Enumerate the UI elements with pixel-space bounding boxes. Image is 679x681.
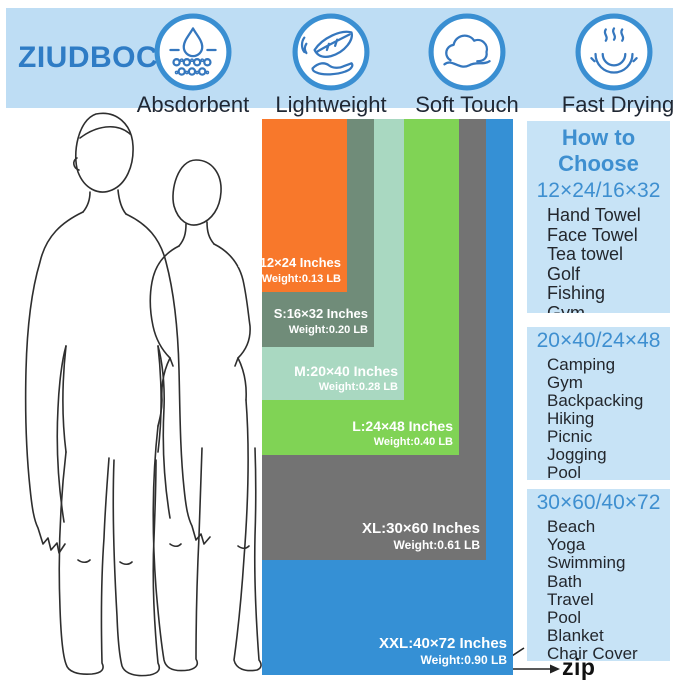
guide-list-item: Hiking xyxy=(547,409,595,428)
size-label-m: M:20×40 Inches Weight:0.28 LB xyxy=(294,362,398,393)
feature-label-lightweight: Lightweight xyxy=(275,92,387,117)
guide-list-3: Beach Yoga Swimming Bath Travel Pool Blanket Ch… xyxy=(527,517,670,661)
feather-on-hand-icon xyxy=(292,13,370,91)
guide-list-item: Blanket xyxy=(547,626,604,646)
feature-label-fast-drying: Fast Drying xyxy=(561,92,675,117)
guide-list-item: Golf xyxy=(547,263,581,284)
guide-header-2: 20×40/24×48 xyxy=(536,329,661,352)
guide-list-item: Gym xyxy=(547,302,585,313)
size-rect-xs: XS:12×24 Inches Weight:0.13 LB xyxy=(238,119,347,292)
guide-list-item: Yoga xyxy=(547,535,586,555)
guide-list-item: Tea towel xyxy=(547,244,624,264)
absorbent-icon xyxy=(154,13,232,91)
guide-list-item: Backpacking xyxy=(547,391,644,410)
size-comparison-chart: XXL:40×72 Inches Weight:0.90 LB XL:30×60… xyxy=(238,119,513,675)
guide-list-item: Bath xyxy=(547,571,582,591)
guide-list-item: Travel xyxy=(547,589,594,609)
feature-label-soft-touch: Soft Touch xyxy=(415,92,519,117)
guide-section-medium-sizes: 20×40/24×48 Camping Gym Backpacking Hiking P… xyxy=(527,327,670,480)
guide-list-item: Camping xyxy=(547,355,616,374)
guide-list-item: Gym xyxy=(547,373,583,392)
zip-pocket-label: zip pocket xyxy=(562,654,596,680)
guide-title: How to Choose xyxy=(558,125,639,176)
guide-list-item: Face Towel xyxy=(547,224,638,245)
brand-logo: ZIUDBOC xyxy=(18,41,159,74)
guide-list-1: Hand Towel Face Towel Tea towel Golf Fishing… xyxy=(527,205,670,313)
size-label-s: S:16×32 Inches Weight:0.20 LB xyxy=(273,305,368,336)
feature-label-absorbent: Absdorbent xyxy=(136,92,250,117)
guide-list-item: Hand Towel xyxy=(547,205,641,225)
man-figure xyxy=(24,112,211,677)
guide-section-small-sizes: How to Choose 12×24/16×32 Hand Towel Face… xyxy=(527,121,670,313)
guide-list-item: Beach xyxy=(547,517,596,536)
guide-list-item: Pool xyxy=(547,608,582,628)
man-and-woman-outline xyxy=(24,112,262,677)
steam-drying-icon xyxy=(575,13,653,91)
size-label-xs: XS:12×24 Inches Weight:0.13 LB xyxy=(238,254,341,285)
guide-list-item: Fishing xyxy=(547,283,606,303)
size-label-xxl: XXL:40×72 Inches Weight:0.90 LB xyxy=(379,634,507,668)
guide-list-item: Jogging xyxy=(547,445,607,464)
guide-header-3: 30×60/40×72 xyxy=(536,491,661,514)
guide-header-1: 12×24/16×32 xyxy=(536,179,661,202)
size-label-l: L:24×48 Inches Weight:0.40 LB xyxy=(352,417,453,448)
guide-section-large-sizes: 30×60/40×72 Beach Yoga Swimming Bath Travel P… xyxy=(527,489,670,661)
guide-list-2: Camping Gym Backpacking Hiking Picnic Jogging… xyxy=(527,355,670,481)
guide-list-item: Picnic xyxy=(547,427,593,446)
guide-list-item: Swimming xyxy=(547,553,626,573)
woman-figure xyxy=(149,159,262,672)
header-band: ZIUDBOC Absdorbent Lightweight xyxy=(6,8,674,117)
guide-list-item: Pool xyxy=(547,463,582,481)
guide-list-item: Chair Cover xyxy=(547,644,638,661)
cloud-icon xyxy=(428,13,506,91)
size-label-xl: XL:30×60 Inches Weight:0.61 LB xyxy=(362,519,480,553)
